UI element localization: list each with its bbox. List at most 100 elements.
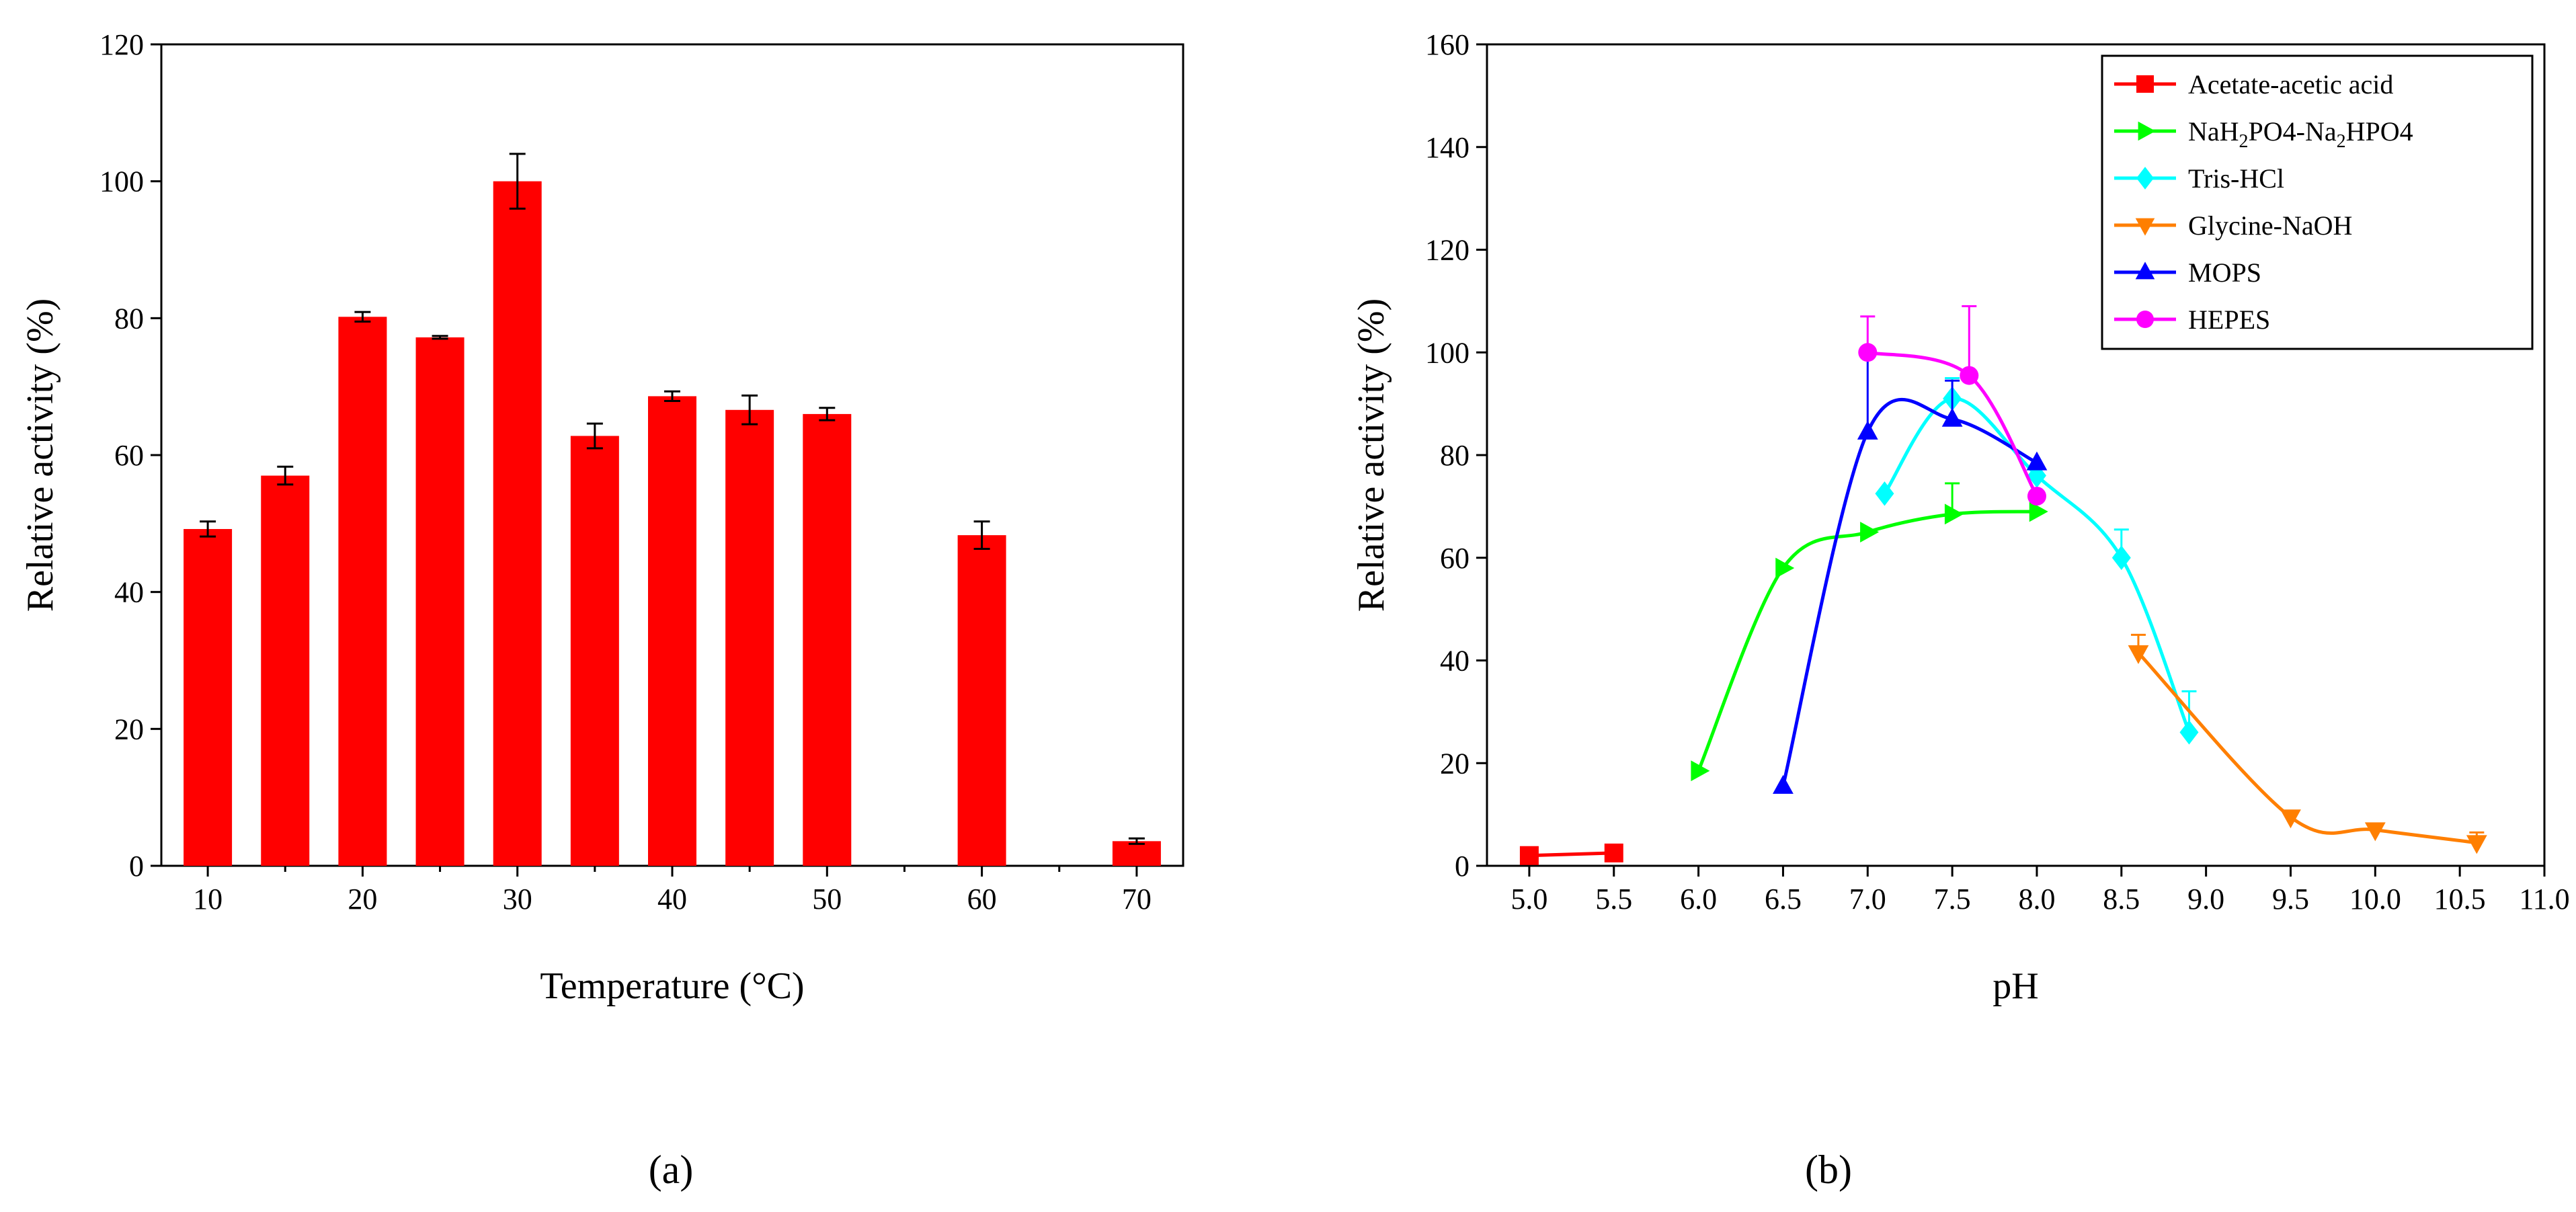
series-acetate-acetic-acid	[1519, 843, 1623, 865]
y-tick-label: 40	[1440, 645, 1470, 678]
panel-b-ph-chart: 0 20 40 60 80 100 120 140 160 5.0 5.5 6.0 6.5 7.0 7.5 8…	[1351, 28, 2570, 1192]
legend-label: MOPS	[2188, 257, 2261, 288]
legend-label: HEPES	[2188, 305, 2270, 335]
x-tick-label: 50	[812, 883, 842, 916]
y-tick-label: 80	[114, 302, 144, 335]
bar	[1112, 841, 1161, 866]
data-point	[2280, 809, 2301, 829]
y-tick-label: 160	[1425, 28, 1470, 61]
y-tick-label: 120	[99, 28, 144, 61]
legend-frame	[2101, 54, 2534, 350]
y-tick-label: 60	[1440, 542, 1470, 575]
data-point	[2466, 835, 2487, 854]
legend-swatch-marker	[2136, 167, 2154, 190]
legend-label-part: PO4-Na	[2249, 116, 2337, 147]
series-glycine-naoh	[2128, 633, 2487, 854]
legend-label: NaH2PO4-Na2HPO4	[2188, 116, 2413, 152]
bar	[261, 475, 310, 866]
legend-label-subscript: 2	[2337, 131, 2346, 152]
series-hepes	[1858, 305, 2046, 506]
bar	[415, 337, 465, 866]
legend-label: Glycine-NaOH	[2188, 210, 2352, 241]
x-tick-label: 9.5	[2272, 883, 2309, 916]
y-tick-label: 100	[99, 165, 144, 198]
data-point	[1773, 774, 1794, 794]
x-tick-label: 6.0	[1680, 883, 1717, 916]
x-tick-label: 8.5	[2103, 883, 2140, 916]
x-tick-label: 9.0	[2187, 883, 2224, 916]
x-tick-label: 30	[503, 883, 532, 916]
legend-label-subscript: 2	[2239, 131, 2249, 152]
data-point	[2026, 451, 2048, 471]
bar	[803, 413, 852, 866]
data-point	[1604, 843, 1623, 862]
x-tick-label: 10.0	[2349, 883, 2401, 916]
series-line	[1883, 397, 2191, 733]
data-point	[1944, 503, 1964, 525]
y-tick-label: 40	[114, 576, 144, 609]
bar	[184, 528, 233, 866]
bar	[648, 396, 696, 866]
legend-swatch-marker	[2138, 121, 2156, 141]
data-point	[2364, 822, 2386, 842]
legend-label-part: HPO4	[2346, 116, 2413, 147]
legend: Acetate-acetic acidNaH2PO4-Na2HPO4Tris-H…	[2101, 54, 2534, 350]
panel-label: (b)	[1805, 1147, 1852, 1192]
legend-label: Acetate-acetic acid	[2188, 69, 2393, 99]
x-tick-label: 11.0	[2519, 883, 2569, 916]
data-point	[2128, 645, 2149, 664]
x-tick-label: 6.5	[1765, 883, 1802, 916]
x-tick-label: 60	[967, 883, 997, 916]
x-tick-label: 40	[657, 883, 687, 916]
data-point	[1960, 366, 1979, 385]
bar	[957, 535, 1006, 866]
x-tick-label: 7.5	[1934, 883, 1971, 916]
panel-a-temperature-chart: 0 20 40 60 80 100 120 10 20 30 40 50 60 70 Temperature…	[19, 28, 1184, 1192]
legend-swatch-marker	[2135, 218, 2155, 236]
x-tick-label: 8.0	[2018, 883, 2055, 916]
data-point	[2111, 545, 2131, 570]
x-tick-label: 5.5	[1595, 883, 1632, 916]
data-point	[2027, 487, 2046, 506]
data-point	[1858, 343, 1878, 362]
data-point	[1941, 407, 1963, 427]
legend-label-part: NaH	[2188, 116, 2239, 147]
legend-swatch-marker	[2136, 75, 2154, 93]
x-tick-label: 7.0	[1849, 883, 1886, 916]
legend-swatch-marker	[2135, 261, 2155, 280]
data-point	[1875, 481, 1894, 506]
series-line	[1697, 510, 2038, 772]
data-point	[2029, 501, 2048, 522]
y-axis-title: Relative activity (%)	[19, 298, 61, 612]
panel-label: (a)	[649, 1147, 694, 1192]
y-tick-label: 0	[129, 850, 144, 883]
series-line	[2137, 651, 2477, 845]
x-tick-label: 10.5	[2434, 883, 2486, 916]
data-point	[2027, 463, 2046, 488]
y-tick-label: 60	[114, 439, 144, 472]
data-point	[1519, 846, 1539, 865]
data-point	[1691, 760, 1710, 782]
data-point	[1857, 420, 1878, 440]
data-point	[1860, 522, 1880, 542]
x-tick-label: 20	[348, 883, 377, 916]
bar	[725, 409, 774, 866]
data-point	[1775, 557, 1795, 579]
x-tick-label: 5.0	[1511, 883, 1547, 916]
y-tick-label: 80	[1440, 439, 1470, 472]
y-tick-label: 20	[114, 713, 144, 745]
x-tick-label: 70	[1122, 883, 1152, 916]
series-line	[1529, 851, 1614, 858]
x-axis-title: Temperature (°C)	[540, 965, 804, 1007]
data-point	[2179, 720, 2199, 745]
y-tick-label: 100	[1425, 336, 1470, 369]
x-tick-label: 10	[193, 883, 223, 916]
y-axis-title: Relative activity (%)	[1351, 298, 1392, 612]
y-tick-label: 120	[1425, 234, 1470, 267]
legend-label: Tris-HCl	[2188, 163, 2284, 194]
legend-swatch-marker	[2136, 311, 2154, 328]
x-axis-title: pH	[1993, 965, 2038, 1007]
bar	[493, 181, 542, 866]
bar	[338, 317, 387, 866]
